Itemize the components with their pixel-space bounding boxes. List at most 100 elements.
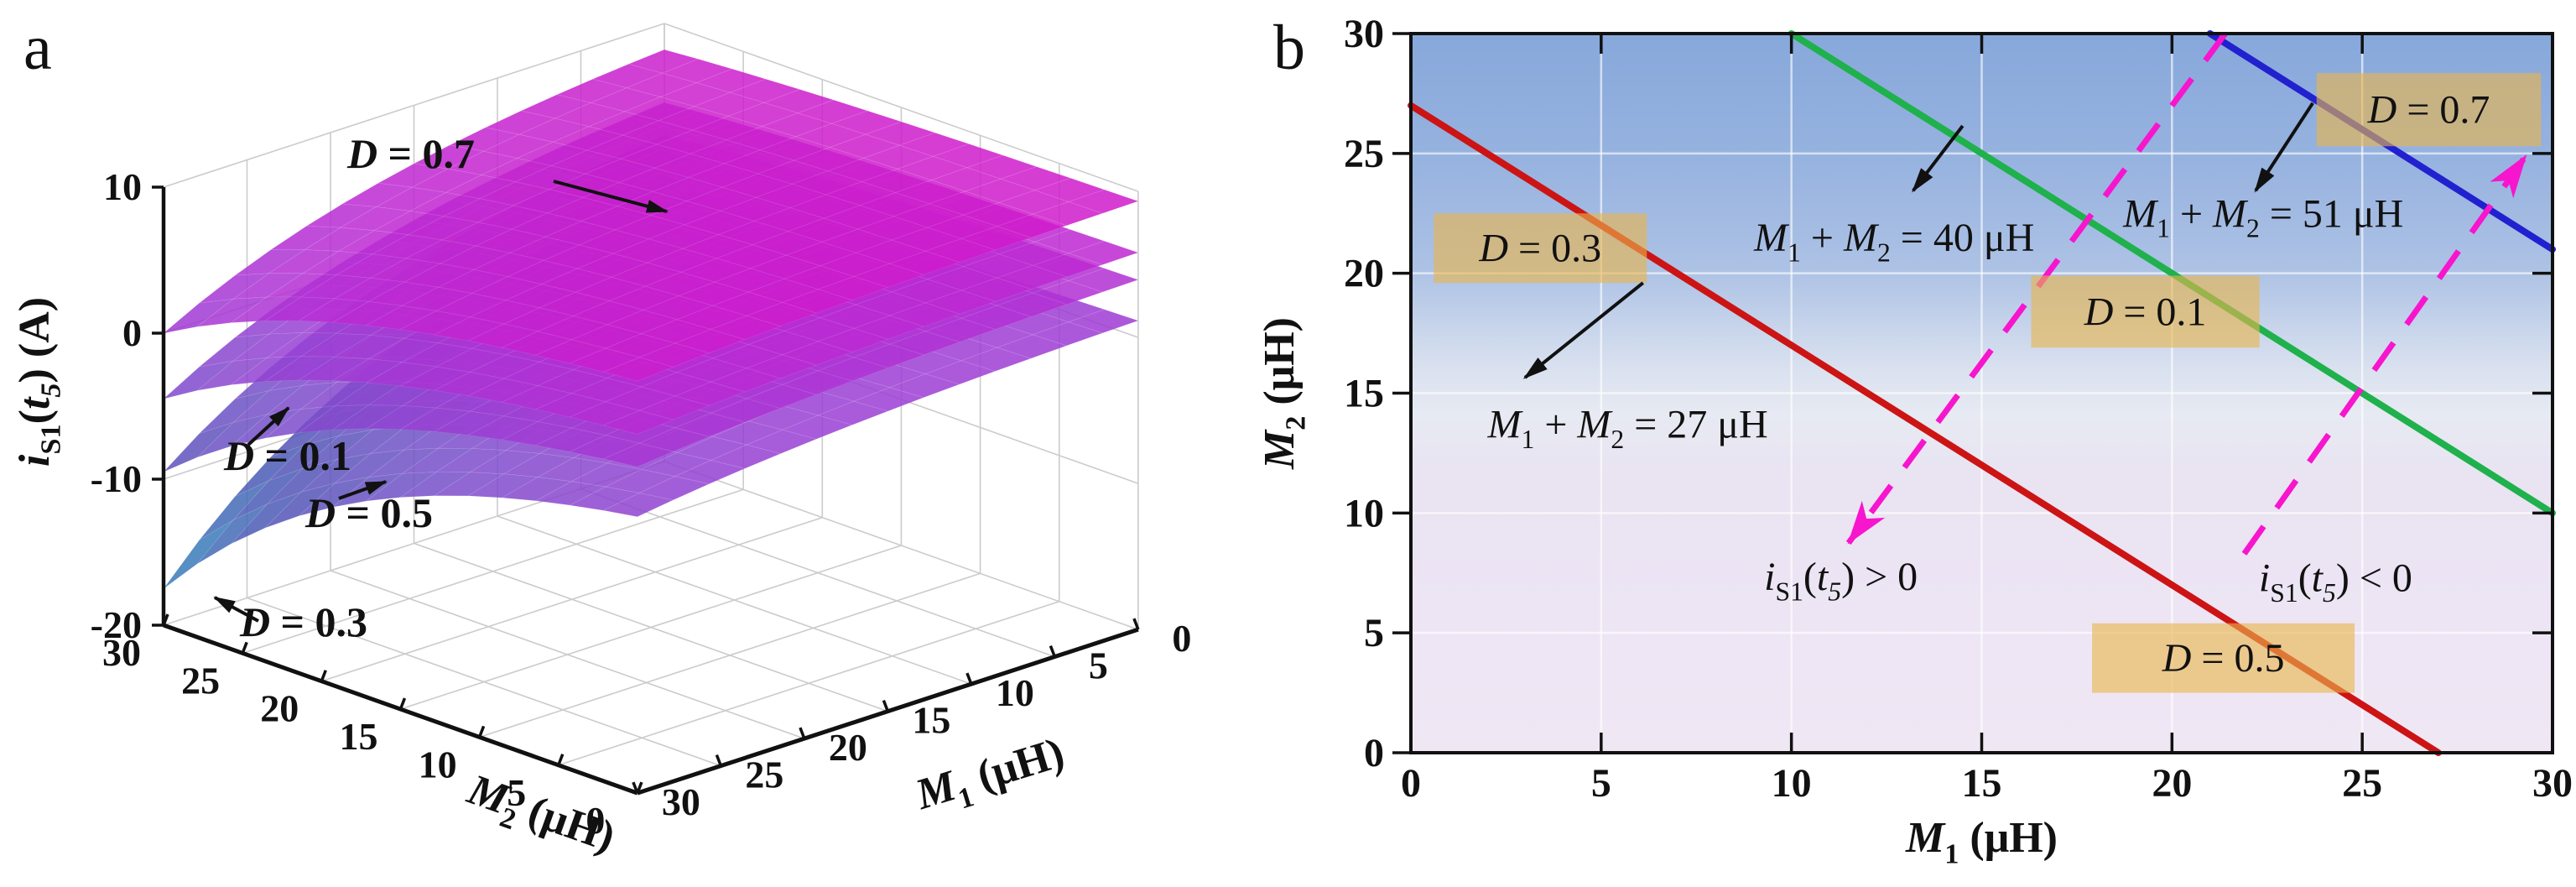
grid-line	[479, 572, 981, 738]
annotation-text: iS1(t5) > 0	[1764, 555, 1918, 606]
surface-cell	[298, 356, 370, 381]
grid-line	[398, 697, 407, 710]
panel-a-axes	[152, 185, 1140, 796]
surface-cell	[331, 358, 403, 383]
z-axis-label: iS1(t5) (A)	[11, 297, 67, 467]
y-tick-label: 30	[1344, 12, 1384, 56]
grid-line	[162, 613, 169, 626]
data-line	[1788, 30, 2556, 517]
m1-tick-label: 30	[662, 780, 700, 823]
annotation-text: M1 + M2 = 27 μH	[1486, 403, 1767, 454]
m1-tick-label: 10	[996, 671, 1034, 714]
m1-tick-label: 25	[745, 754, 783, 796]
m1-tick-label: 0	[1172, 617, 1191, 660]
surface-cell	[231, 492, 301, 545]
panel-b-2d-line-chart: b D = 0.3 D = 0.1 D = 0.7 D = 0.5 M1 + M2 =…	[1256, 12, 2573, 870]
grid-line	[799, 727, 806, 739]
m1-tick-label: 15	[912, 699, 950, 742]
panel-b-axis-labels: 0 5 10 15 20 25 30 0 5 10 15 20 25 30 M1 (μH) M2 (μH)	[1256, 12, 2573, 870]
d-label-box	[2031, 275, 2260, 348]
annotation-text: iS1(t5) < 0	[2259, 556, 2412, 607]
m2-tick-label: 25	[181, 659, 220, 702]
m1-tick-label: 20	[829, 726, 867, 769]
z-tick-label: -20	[91, 603, 142, 646]
d-value-label: D = 0.5	[304, 489, 433, 536]
grid-line	[558, 600, 1059, 766]
grid-line	[1049, 644, 1057, 658]
surface-cell	[602, 357, 674, 382]
annotation-arrow	[1522, 281, 1644, 379]
d-value-label: D = 0.1	[2084, 290, 2207, 334]
surface-cell	[602, 442, 674, 467]
grid-line	[242, 488, 744, 655]
grid-line	[1132, 618, 1140, 630]
m2-tick-label: 20	[260, 687, 299, 730]
grid-line	[715, 754, 723, 767]
panel-b-dashed-arrows	[1845, 31, 2529, 556]
x-tick-label: 15	[1962, 761, 2002, 806]
y-tick-label: 25	[1344, 132, 1384, 176]
z-tick-label: 0	[122, 311, 142, 354]
dashed-direction-arrow	[1845, 31, 2228, 545]
d-label-box	[2316, 73, 2542, 147]
x-tick-label: 20	[2152, 761, 2192, 806]
d-value-label: D = 0.7	[2367, 88, 2490, 133]
x-tick-label: 30	[2532, 761, 2573, 806]
grid-line	[882, 699, 890, 712]
surface-cell	[466, 473, 539, 498]
x-axis-label: M1 (μH)	[1905, 814, 2058, 870]
d-label-box	[1434, 213, 1647, 284]
annotation-arrow	[2254, 102, 2314, 193]
grid-line	[320, 670, 327, 682]
surface-cell	[568, 486, 641, 511]
y-tick-label: 5	[1364, 611, 1384, 655]
m2-axis-label: M2 (μH)	[459, 765, 622, 869]
surface-cell	[501, 385, 573, 410]
panel-a-letter: a	[23, 13, 52, 83]
surface-cell	[196, 504, 268, 565]
y-tick-label: 10	[1344, 491, 1384, 535]
x-tick-label: 10	[1772, 761, 1812, 806]
x-tick-label: 0	[1401, 761, 1421, 806]
grid-line	[632, 781, 639, 794]
surface-cell	[501, 477, 573, 502]
grid-line	[400, 545, 902, 710]
d-value-label: D = 0.3	[239, 598, 367, 645]
surface-cell	[433, 410, 506, 436]
d-label-box	[2092, 623, 2355, 693]
grid-line	[321, 516, 823, 682]
m1-axis-label: M1 (μH)	[909, 729, 1071, 827]
grid-line	[557, 754, 565, 766]
y-axis-label: M2 (μH)	[1256, 317, 1312, 470]
panel-b-axes-frame	[1392, 32, 2554, 754]
grid-line	[241, 641, 248, 654]
d-value-label: D = 0.3	[1478, 227, 1601, 271]
surface-cell	[534, 339, 607, 364]
annotation-arrow	[338, 480, 388, 500]
surface-cell	[263, 356, 336, 382]
panel-b-d-label-boxes: D = 0.3 D = 0.1 D = 0.7 D = 0.5	[1434, 73, 2542, 693]
d-value-label: D = 0.5	[2162, 636, 2285, 681]
panel-b-letter: b	[1273, 13, 1305, 83]
surface-cell	[195, 357, 268, 391]
surface-cell	[264, 483, 336, 529]
dashed-direction-arrow	[2241, 154, 2529, 556]
grid-line	[477, 725, 486, 738]
y-tick-label: 20	[1344, 252, 1384, 296]
surface-cell	[163, 519, 234, 589]
grid-line	[664, 23, 1139, 192]
z-tick-label: 10	[103, 165, 142, 208]
m2-tick-label: 10	[419, 743, 457, 785]
m2-tick-label: 0	[585, 799, 605, 842]
surface-cell	[534, 393, 607, 418]
panel-a-surfaces	[162, 49, 1140, 589]
annotation-text: M1 + M2 = 51 μH	[2122, 191, 2403, 243]
surface-cell	[602, 410, 674, 435]
surface-cell	[602, 493, 674, 518]
grid-line	[965, 672, 973, 685]
d-value-label: D = 0.7	[346, 130, 475, 177]
d-value-label: D = 0.1	[223, 432, 351, 479]
m1-tick-label: 5	[1089, 644, 1108, 687]
